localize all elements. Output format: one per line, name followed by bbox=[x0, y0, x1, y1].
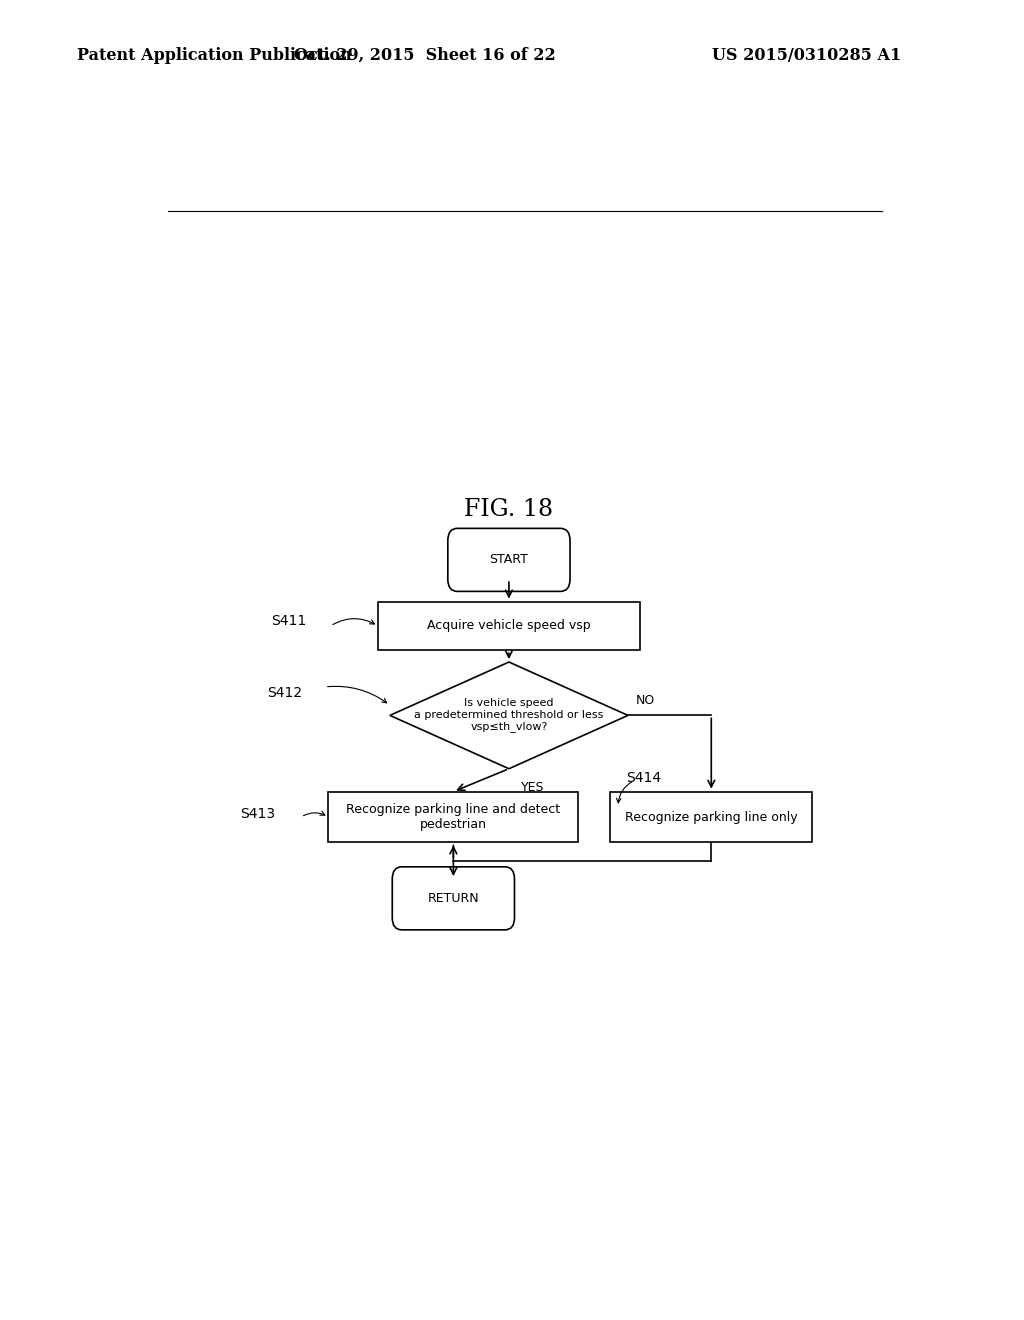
Bar bbox=[378, 602, 640, 651]
Text: NO: NO bbox=[636, 694, 655, 708]
Text: YES: YES bbox=[521, 781, 545, 793]
Text: Patent Application Publication: Patent Application Publication bbox=[77, 48, 351, 63]
FancyBboxPatch shape bbox=[447, 528, 570, 591]
Text: Acquire vehicle speed vsp: Acquire vehicle speed vsp bbox=[427, 619, 591, 632]
Text: S414: S414 bbox=[627, 771, 662, 785]
Text: S412: S412 bbox=[267, 686, 303, 700]
Text: FIG. 18: FIG. 18 bbox=[464, 498, 554, 520]
Text: RETURN: RETURN bbox=[428, 892, 479, 904]
Text: Is vehicle speed
a predetermined threshold or less
vsp≤th_vlow?: Is vehicle speed a predetermined thresho… bbox=[415, 698, 603, 733]
Text: US 2015/0310285 A1: US 2015/0310285 A1 bbox=[712, 48, 901, 63]
Text: Recognize parking line only: Recognize parking line only bbox=[625, 810, 798, 824]
Text: S413: S413 bbox=[240, 807, 274, 821]
Text: S411: S411 bbox=[271, 614, 306, 628]
Text: START: START bbox=[489, 553, 528, 566]
Text: Recognize parking line and detect
pedestrian: Recognize parking line and detect pedest… bbox=[346, 803, 560, 832]
Bar bbox=[610, 792, 812, 842]
Bar bbox=[329, 792, 579, 842]
FancyBboxPatch shape bbox=[392, 867, 514, 929]
Polygon shape bbox=[390, 663, 628, 768]
Text: Oct. 29, 2015  Sheet 16 of 22: Oct. 29, 2015 Sheet 16 of 22 bbox=[294, 48, 556, 63]
